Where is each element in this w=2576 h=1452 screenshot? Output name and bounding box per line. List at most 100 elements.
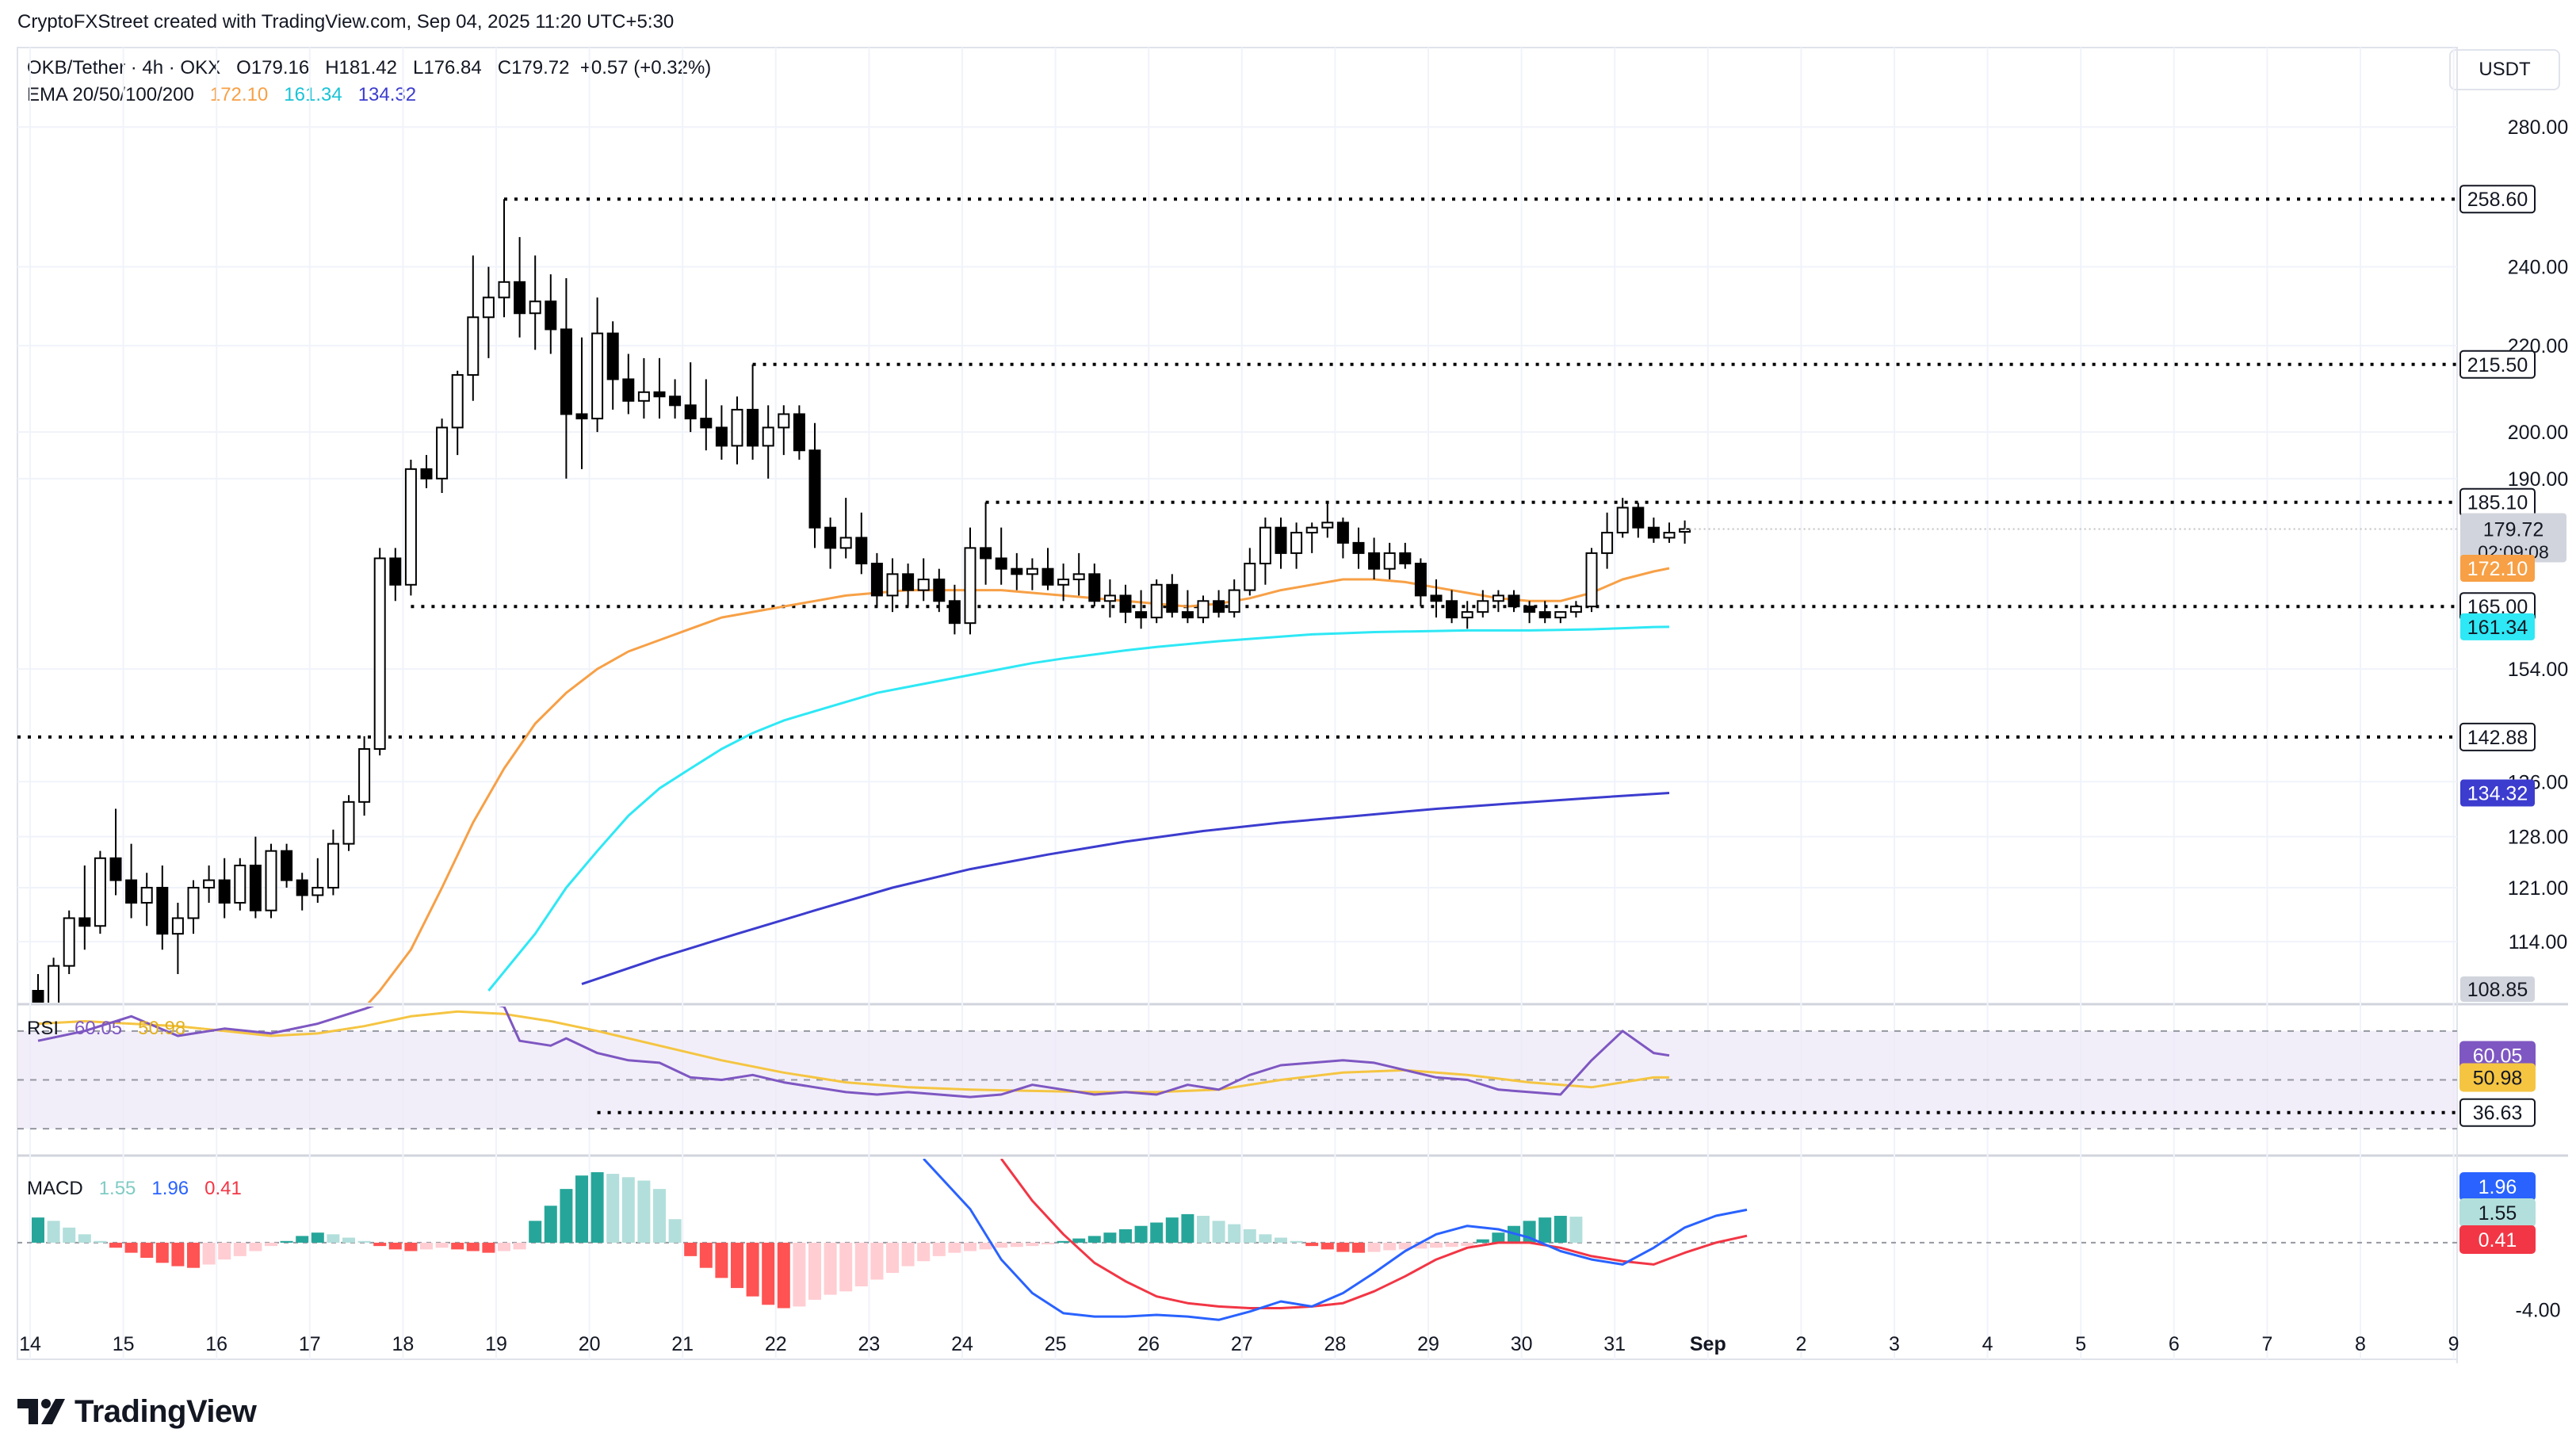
rsi-tag: 60.05 (2459, 1041, 2536, 1070)
candle (373, 548, 386, 756)
ema-legend[interactable]: EMA 20/50/100/200 172.10 161.34 134.32 (27, 84, 416, 106)
candle-body (824, 526, 837, 549)
price-tick-label: 114.00 (2509, 931, 2568, 953)
macd-histogram-bar (1259, 1234, 1272, 1243)
candle (514, 237, 526, 338)
candle (436, 418, 449, 494)
rsi-ma-legend-value: 50.98 (138, 1018, 186, 1039)
candle (575, 337, 588, 469)
macd-histogram-bar (886, 1242, 899, 1274)
macd-histogram-bar (699, 1242, 713, 1268)
candle-body (1321, 522, 1334, 529)
candle-body (529, 300, 541, 315)
candle-body (684, 404, 697, 420)
signal-line (999, 1159, 1748, 1309)
signal-legend-value: 0.41 (204, 1178, 242, 1199)
macd-label[interactable]: MACD (27, 1178, 83, 1199)
candle (778, 405, 790, 456)
level-tag-text: 258.60 (2467, 189, 2528, 211)
time-tick-label: 8 (2355, 1333, 2366, 1355)
price-tick-label: 200.00 (2508, 422, 2568, 444)
macd-histogram-bar (342, 1237, 355, 1243)
candle (1135, 590, 1148, 629)
ohlc-change: +0.57 (+0.32%) (579, 57, 712, 78)
candle-body (1616, 506, 1629, 534)
candle-body (700, 418, 713, 429)
candle-body (1477, 600, 1489, 613)
macd-plot (17, 1159, 2457, 1321)
candle (1088, 564, 1101, 607)
candle-body (948, 600, 961, 625)
ema-tag: 161.34 (2460, 613, 2535, 640)
macd-histogram-bar (1243, 1228, 1256, 1243)
currency-button[interactable]: USDT (2449, 49, 2560, 90)
macd-histogram-bar (715, 1242, 728, 1278)
level-tag-text: 215.50 (2467, 354, 2528, 376)
macd-histogram-bar (404, 1242, 418, 1251)
level-tag-box (2459, 722, 2536, 751)
clipped-price-box (2460, 976, 2535, 1002)
macd-histogram-bar (964, 1242, 977, 1251)
candle (125, 843, 138, 919)
level-tag: 165.00 (2459, 592, 2536, 621)
candle (187, 880, 200, 934)
rsi-tag-box (2459, 1041, 2536, 1070)
candle (1213, 590, 1225, 618)
time-tick-label: 29 (1417, 1333, 1439, 1355)
macd-histogram-bar (1569, 1217, 1583, 1243)
macd-histogram-bar (32, 1217, 44, 1243)
candle (1508, 590, 1520, 613)
candle-body (1508, 594, 1520, 608)
tradingview-logo[interactable]: TradingView (17, 1392, 257, 1431)
candle (1430, 579, 1443, 618)
candle (48, 957, 60, 1003)
candle-body (1647, 526, 1660, 539)
rsi-legend[interactable]: RSI 60.05 50.98 (27, 1018, 185, 1040)
macd-histogram-bar (482, 1242, 495, 1253)
macd-histogram-bar (435, 1242, 449, 1248)
time-tick-label: 18 (392, 1333, 414, 1355)
macd-histogram-bar (1275, 1237, 1287, 1243)
macd-histogram-bar (47, 1221, 60, 1243)
ema50-legend-value: 161.34 (284, 84, 342, 105)
time-tick-label: 4 (1982, 1333, 1993, 1355)
candle-body (467, 316, 480, 376)
macd-histogram-bar (979, 1242, 992, 1250)
candle-body (1601, 532, 1614, 554)
symbol-legend[interactable]: OKB/Tether · 4h · OKX O179.16 H181.42 L1… (27, 57, 711, 79)
candle-body (171, 917, 184, 935)
ema-tag-box (2460, 555, 2535, 583)
ema20-line (367, 567, 1670, 1003)
candle (296, 873, 308, 911)
macd-legend[interactable]: MACD 1.55 1.96 0.41 (27, 1178, 242, 1200)
candle-body (1492, 594, 1504, 602)
macd-tag-box (2459, 1198, 2536, 1227)
candle-body (32, 990, 44, 1003)
macd-histogram-bar (948, 1242, 961, 1253)
candle (1228, 579, 1240, 618)
candle (1414, 558, 1427, 607)
candle-body (451, 374, 464, 429)
time-tick-label: 27 (1231, 1333, 1253, 1355)
candle (591, 297, 604, 433)
symbol-name[interactable]: OKB/Tether · 4h · OKX (27, 57, 221, 78)
candle (1041, 548, 1054, 590)
candle (902, 564, 915, 607)
rsi-label[interactable]: RSI (27, 1018, 59, 1039)
candle (1244, 548, 1256, 596)
macd-histogram-bar (451, 1242, 464, 1250)
macd-histogram-bar (1212, 1221, 1225, 1243)
candle-body (94, 857, 106, 927)
candle-body (964, 547, 977, 625)
ema20-legend-value: 172.10 (209, 84, 269, 105)
candle-body (886, 573, 899, 597)
ema-tag-text: 134.32 (2467, 783, 2528, 805)
ohlc-open: O179.16 (236, 57, 310, 78)
macd-histogram-bar (529, 1221, 542, 1243)
ema-legend-label[interactable]: EMA 20/50/100/200 (27, 84, 194, 105)
macd-histogram-bar (1367, 1242, 1381, 1252)
candle-body (1057, 579, 1070, 586)
macd-histogram-bar (854, 1242, 868, 1286)
